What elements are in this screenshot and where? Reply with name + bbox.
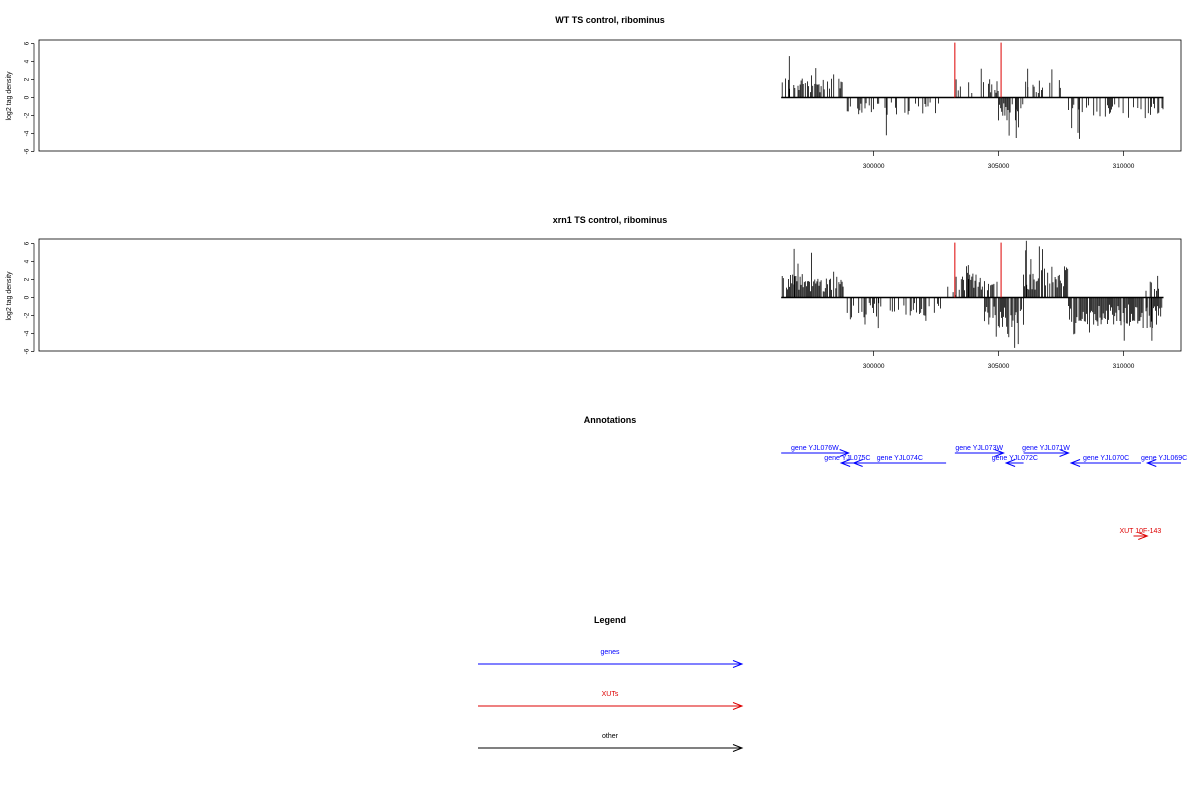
wt-y-axis: 6 4 2 0 -2 -4 -6: [24, 41, 35, 154]
wt-y-tick-label: -2: [24, 112, 31, 118]
annotation-feature-label: gene YJL069C: [1141, 455, 1187, 462]
annotations-title: Annotations: [584, 415, 637, 425]
wt-y-tick-label: 4: [24, 59, 31, 63]
legend-item-label: genes: [600, 649, 620, 656]
legend: Legend genes XUTs other: [478, 615, 744, 752]
legend-title: Legend: [594, 615, 626, 625]
xrn1-y-tick-label: 0: [24, 295, 31, 299]
annotation-feature: XUT 10F-143: [1119, 528, 1161, 540]
wt-panel: WT TS control, ribominus log2 tag densit…: [6, 15, 1182, 170]
annotation-feature-label: gene YJL074C: [877, 455, 923, 462]
xrn1-panel: xrn1 TS control, ribominus log2 tag dens…: [6, 215, 1182, 370]
annotation-feature-label: gene YJL073W: [955, 445, 1003, 452]
annotation-feature-label: gene YJL072C: [992, 455, 1038, 462]
annotation-feature: gene YJL075C: [824, 455, 870, 467]
xrn1-x-tick-label: 310000: [1113, 363, 1135, 370]
wt-x-tick-label: 305000: [988, 163, 1010, 170]
annotation-feature-label: XUT 10F-143: [1119, 528, 1161, 535]
xrn1-marker-lines: [954, 242, 1002, 298]
xrn1-y-tick-label: -4: [24, 330, 31, 336]
xrn1-y-axis: 6 4 2 0 -2 -4 -6: [24, 241, 35, 354]
xrn1-y-tick-label: 6: [24, 241, 31, 245]
annotation-feature-label: gene YJL075C: [824, 455, 870, 462]
annotation-feature: gene YJL071W: [1022, 445, 1070, 457]
wt-x-tick-label: 310000: [1113, 163, 1135, 170]
legend-item: other: [478, 733, 744, 752]
annotation-feature: gene YJL070C: [1069, 455, 1142, 467]
wt-y-tick-label: -4: [24, 130, 31, 136]
xrn1-density-bars: [781, 240, 1163, 348]
xrn1-x-axis: 300000 305000 310000: [863, 351, 1135, 370]
wt-x-tick-label: 300000: [863, 163, 885, 170]
xrn1-x-tick-label: 300000: [863, 363, 885, 370]
wt-y-tick-label: -6: [24, 148, 31, 154]
annotation-feature: gene YJL072C: [992, 455, 1038, 467]
annotation-feature: gene YJL069C: [1141, 455, 1187, 467]
xrn1-y-tick-label: -6: [24, 348, 31, 354]
wt-density-bars: [781, 56, 1164, 139]
xrn1-y-axis-label: log2 tag density: [6, 271, 13, 321]
wt-y-tick-label: 6: [24, 41, 31, 45]
xrn1-y-tick-label: 4: [24, 259, 31, 263]
xrn1-y-tick-label: -2: [24, 312, 31, 318]
xrn1-y-tick-label: 2: [24, 277, 31, 281]
xrn1-x-tick-label: 305000: [988, 363, 1010, 370]
annotation-feature-label: gene YJL071W: [1022, 445, 1070, 452]
xrn1-panel-title: xrn1 TS control, ribominus: [553, 215, 668, 225]
xrn1-plot-frame: [38, 238, 1182, 352]
wt-y-axis-label: log2 tag density: [6, 71, 13, 121]
legend-item-label: XUTs: [602, 691, 619, 698]
annotation-feature: gene YJL074C: [852, 455, 947, 467]
legend-items: genes XUTs other: [478, 649, 744, 752]
wt-y-tick-label: 0: [24, 95, 31, 99]
legend-item: genes: [478, 649, 744, 668]
legend-item-label: other: [602, 733, 619, 740]
legend-item: XUTs: [478, 691, 744, 710]
wt-x-axis: 300000 305000 310000: [863, 151, 1135, 170]
annotation-feature-label: gene YJL076W: [791, 445, 839, 452]
annotation-feature: gene YJL076W: [781, 445, 851, 457]
wt-panel-title: WT TS control, ribominus: [555, 15, 665, 25]
wt-marker-lines: [954, 42, 1002, 98]
annotation-feature: gene YJL073W: [954, 445, 1005, 457]
annotation-features: gene YJL076W gene YJL075C gene YJL074C gene…: [781, 445, 1187, 540]
annotation-feature-label: gene YJL070C: [1083, 455, 1129, 462]
wt-plot-frame: [38, 39, 1182, 152]
wt-y-tick-label: 2: [24, 77, 31, 81]
